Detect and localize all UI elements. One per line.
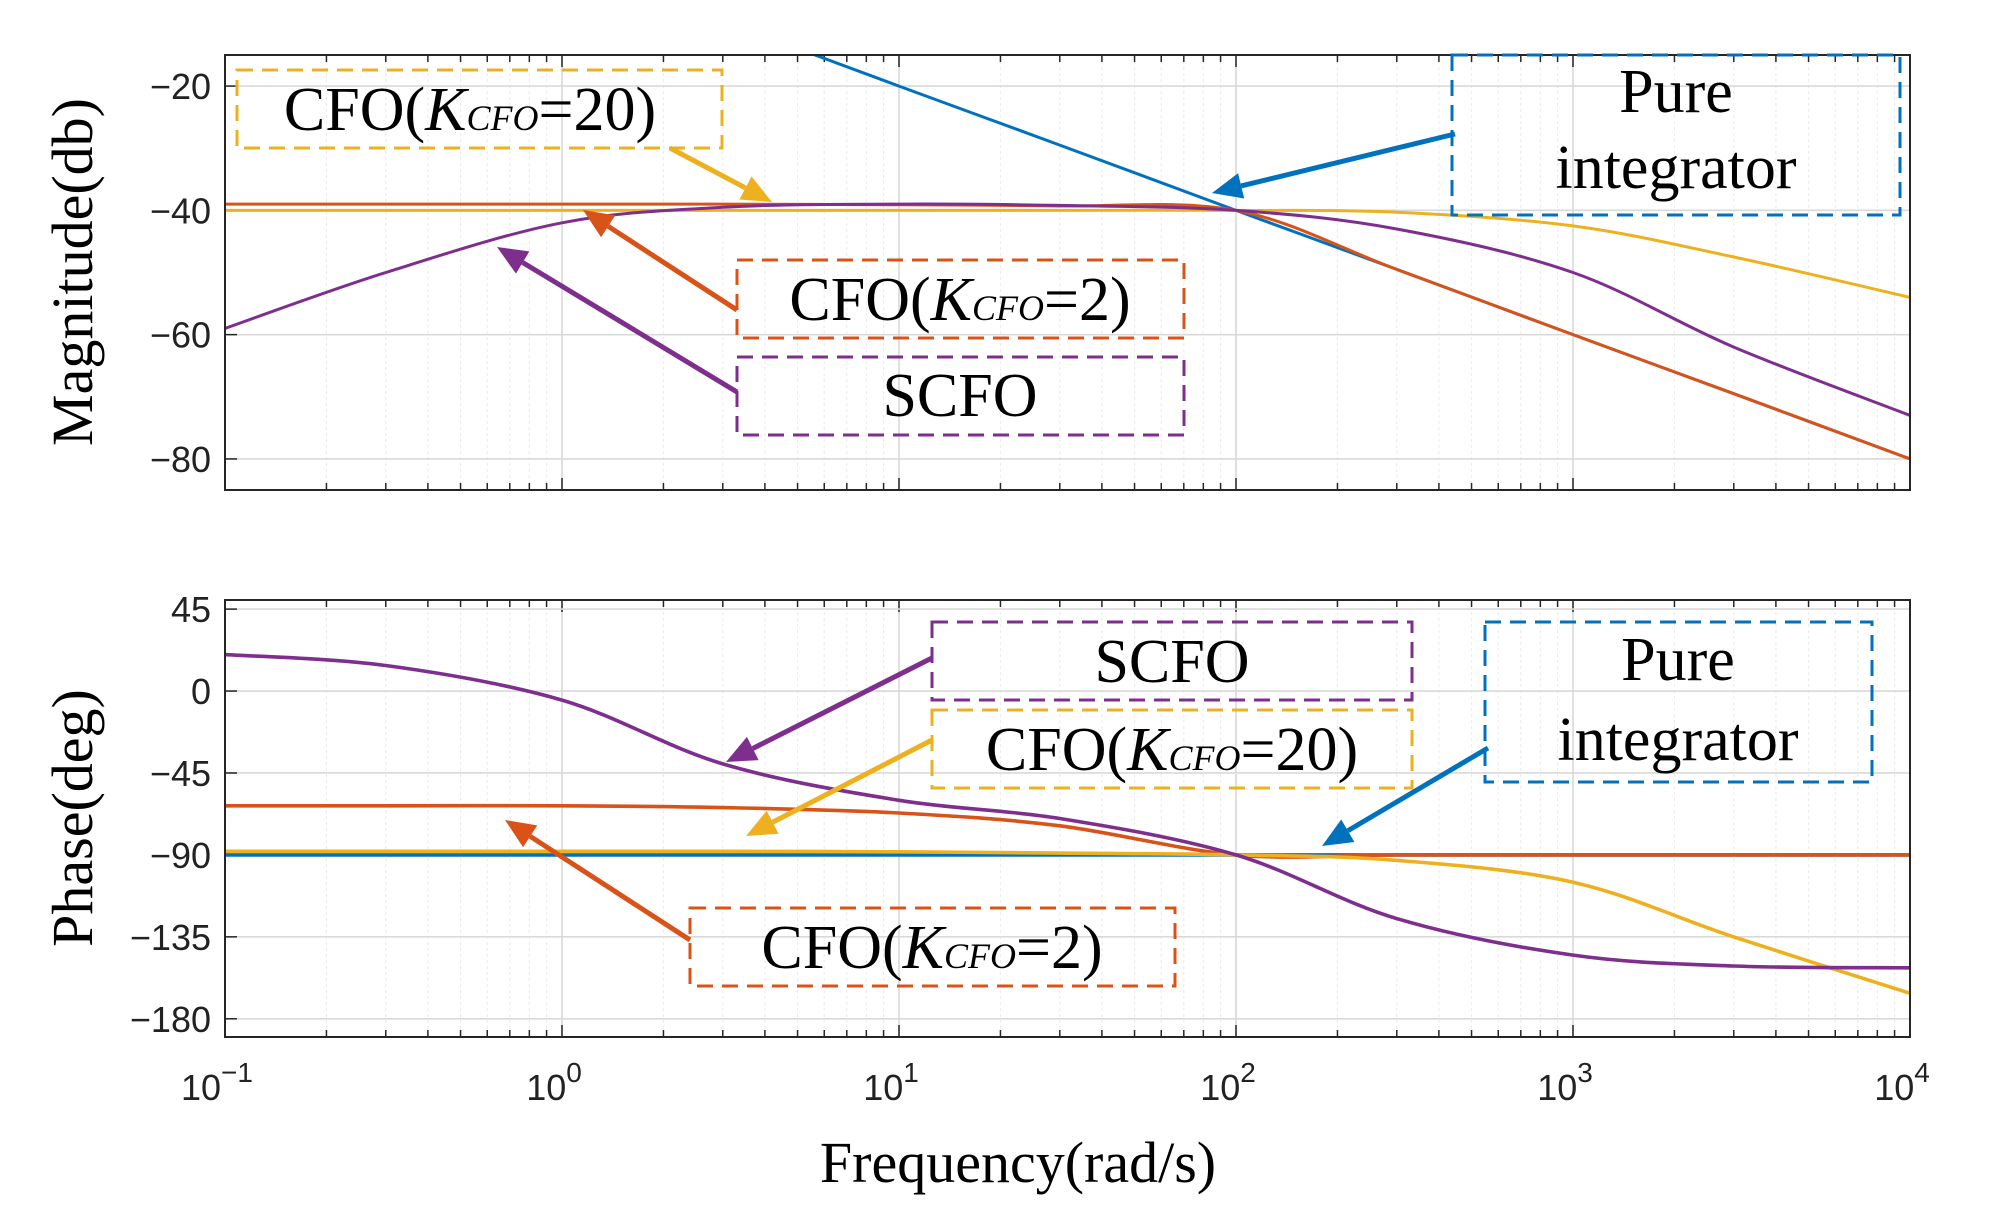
x-tick-label: 100	[526, 1057, 582, 1108]
y-tick-label: 0	[191, 671, 211, 712]
annotation-arrow-head	[505, 820, 538, 848]
series-line-cfo_k20-magnitude	[225, 208, 1910, 299]
annotation-arrow-head	[497, 247, 530, 274]
annotation-box	[235, 68, 724, 150]
annotation-arrow-shaft	[1240, 131, 1456, 189]
series-line-cfo_k2-phase	[225, 803, 1910, 859]
annotation-arrow-head	[583, 210, 616, 238]
annotation-arrow-head	[1212, 173, 1245, 199]
annotation-label-line2: integrator	[1555, 134, 1796, 202]
y-tick-label: 45	[171, 589, 211, 630]
annotation-magnitude-cfo_k2: CFO(KCFO=2)	[583, 210, 1186, 340]
annotation-box	[735, 258, 1186, 340]
magnitude-tick-labels: −20 −40 −60 −80	[150, 66, 211, 480]
x-tick-label: 101	[863, 1057, 919, 1108]
series-line-scfo-phase	[225, 652, 1910, 970]
series-line-scfo-magnitude	[225, 202, 1910, 417]
x-tick-label: 104	[1874, 1057, 1930, 1108]
annotation-arrow-shaft	[606, 224, 739, 313]
annotation-arrow-head	[739, 176, 772, 202]
phase-lines	[225, 652, 1910, 996]
annotation-arrow-shaft	[751, 655, 934, 751]
annotation-phase-scfo: SCFO	[726, 620, 1414, 762]
y-tick-label: −60	[150, 315, 211, 356]
annotation-magnitude-cfo_k20: CFO(KCFO=20)	[235, 68, 772, 202]
annotation-box	[930, 708, 1414, 790]
annotation-box	[930, 620, 1414, 702]
annotation-arrow-head	[746, 810, 779, 836]
annotation-arrow-shaft	[1346, 745, 1490, 833]
phase-axes-box	[224, 599, 1911, 1038]
annotation-arrow-head	[726, 736, 759, 762]
annotation-box	[1483, 620, 1874, 784]
annotation-label: CFO(KCFO=2)	[789, 266, 1130, 334]
phase-tick-labels: 45 0 −45 −90 −135 −180	[130, 589, 211, 1040]
annotation-phase-cfo_k2: CFO(KCFO=2)	[505, 820, 1177, 988]
annotation-label-line2: integrator	[1557, 706, 1798, 774]
annotation-label: CFO(KCFO=20)	[284, 76, 656, 144]
annotation-label: SCFO	[1094, 628, 1249, 696]
y-tick-label: −180	[130, 999, 211, 1040]
annotation-arrow-shaft	[528, 834, 692, 943]
x-axis-title: Frequency(rad/s)	[820, 1130, 1216, 1195]
annotation-arrow-shaft	[668, 145, 747, 191]
x-tick-label: 103	[1537, 1057, 1593, 1108]
magnitude-ylabel: Magnitude(db)	[40, 98, 105, 446]
magnitude-subplot: −20 −40 −60 −80 Magnitude(db)	[40, 54, 1911, 491]
annotation-magnitude-pure_integrator: Pure integrator	[1212, 53, 1902, 217]
annotation-arrow-shaft	[771, 737, 934, 825]
annotation-box	[688, 906, 1177, 988]
y-tick-label: −45	[150, 753, 211, 794]
annotation-label: Pure	[1619, 58, 1733, 126]
magnitude-axes-box	[224, 54, 1911, 491]
annotation-label: SCFO	[882, 362, 1037, 430]
y-tick-label: −80	[150, 439, 211, 480]
x-tick-labels: 10−1 100 101 102 103 104	[181, 1057, 1930, 1108]
annotation-label: Pure	[1621, 626, 1735, 694]
annotations: CFO(KCFO=20) Pure integrator CFO(KCFO=2) SCF…	[235, 53, 1902, 988]
annotation-arrow-head	[1322, 819, 1355, 846]
magnitude-plot-area	[225, 55, 1910, 490]
annotation-label: CFO(KCFO=2)	[761, 914, 1102, 982]
annotation-phase-cfo_k20: CFO(KCFO=20)	[746, 708, 1414, 836]
x-tick-label: 102	[1200, 1057, 1256, 1108]
annotation-magnitude-scfo: SCFO	[497, 247, 1186, 437]
phase-subplot: 45 0 −45 −90 −135 −180 Phase(deg)	[40, 589, 1911, 1040]
annotation-phase-pure_integrator: Pure integrator	[1322, 620, 1874, 846]
y-tick-label: −40	[150, 190, 211, 231]
magnitude-lines	[225, 55, 1910, 461]
y-tick-label: −90	[150, 835, 211, 876]
y-tick-label: −20	[150, 66, 211, 107]
annotation-arrow-shaft	[521, 260, 739, 395]
annotation-box	[735, 355, 1186, 437]
series-line-cfo_k20-phase	[225, 849, 1910, 996]
phase-ylabel: Phase(deg)	[40, 689, 105, 947]
y-tick-label: −135	[130, 917, 211, 958]
x-tick-label: 10−1	[181, 1057, 253, 1108]
annotation-label: CFO(KCFO=20)	[986, 716, 1358, 784]
